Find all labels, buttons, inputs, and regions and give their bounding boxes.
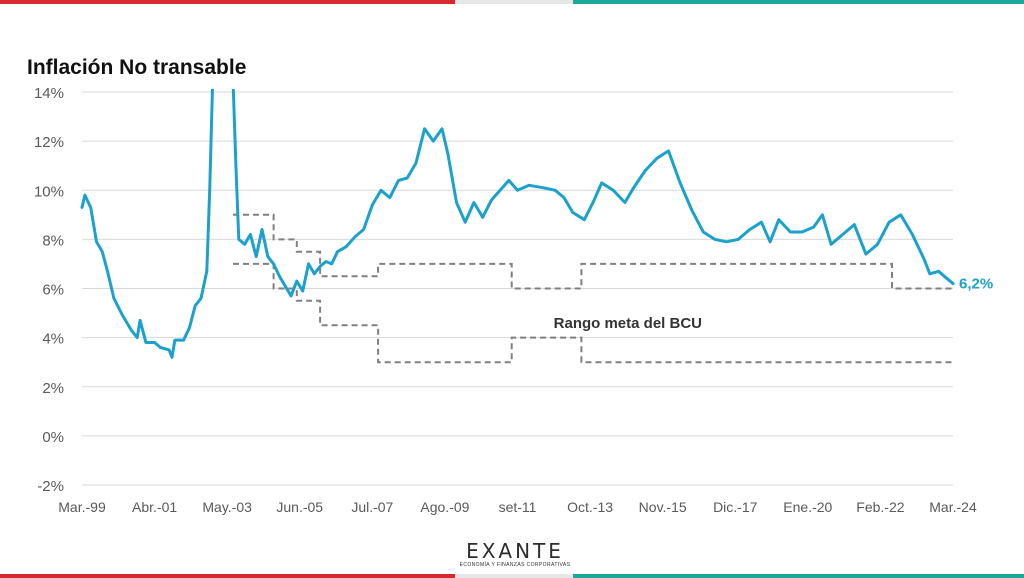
y-tick-label: 8% (42, 232, 64, 249)
bottom-accent-grey (455, 574, 573, 578)
last-value-label: 6,2% (959, 276, 993, 293)
x-tick-label: Ago.-09 (420, 499, 469, 515)
logo-wordmark: EXANTE (466, 539, 564, 563)
bottom-accent-red (0, 574, 455, 578)
logo-tagline: ECONOMÍA Y FINANZAS CORPORATIVAS (459, 562, 571, 568)
x-tick-label: Mar.-99 (58, 499, 106, 515)
chart-title: Inflación No transable (27, 56, 247, 79)
y-tick-label: 0% (42, 429, 64, 446)
x-tick-label: Jul.-07 (351, 499, 393, 515)
x-tick-label: Dic.-17 (713, 499, 758, 515)
x-tick-label: Jun.-05 (276, 499, 323, 515)
y-tick-label: -2% (37, 478, 64, 495)
y-tick-label: 10% (34, 183, 64, 200)
x-tick-label: Ene.-20 (783, 499, 832, 515)
x-tick-label: set-11 (499, 499, 537, 515)
top-accent-red (0, 0, 455, 4)
bottom-accent-bar (0, 574, 1024, 578)
target-band-lower (233, 262, 953, 364)
y-tick-label: 14% (34, 85, 64, 102)
target-band-upper (233, 213, 953, 290)
x-tick-label: Nov.-15 (639, 499, 687, 515)
bottom-accent-teal (573, 574, 1024, 578)
exante-logo: EXANTE ECONOMÍA Y FINANZAS CORPORATIVAS (455, 540, 575, 569)
y-tick-label: 12% (34, 134, 64, 151)
y-tick-label: 4% (42, 331, 64, 348)
y-tick-label: 2% (42, 380, 64, 397)
top-accent-grey (455, 0, 573, 4)
x-tick-label: Mar.-24 (929, 499, 977, 515)
x-tick-label: Oct.-13 (567, 499, 613, 515)
x-tick-label: Feb.-22 (856, 499, 904, 515)
band-annotation: Rango meta del BCU (554, 315, 702, 332)
y-tick-label: 6% (42, 282, 64, 299)
x-tick-label: Abr.-01 (132, 499, 177, 515)
top-accent-teal (573, 0, 1024, 4)
top-accent-bar (0, 0, 1024, 4)
x-tick-label: May.-03 (202, 499, 252, 515)
series-line (80, 89, 955, 359)
